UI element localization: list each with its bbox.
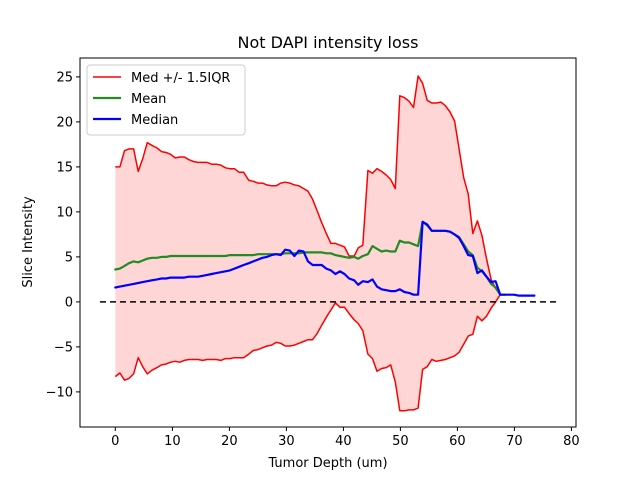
x-tick-label: 60 (449, 434, 466, 449)
band-upper-line (115, 75, 505, 296)
y-tick-label: 20 (56, 115, 73, 130)
y-axis-label: Slice Intensity (21, 196, 36, 288)
x-tick-label: 30 (278, 434, 295, 449)
y-tick-label: −5 (54, 340, 73, 355)
y-tick-label: 15 (56, 160, 73, 175)
x-tick-label: 10 (164, 434, 181, 449)
band-lower-line (114, 293, 505, 412)
plot-frame (79, 57, 577, 428)
y-tick-label: 10 (56, 205, 73, 220)
y-ticks: −10 −5 0 5 10 15 20 25 (46, 70, 80, 400)
x-tick-label: 0 (111, 434, 119, 449)
y-tick-label: −10 (46, 385, 73, 400)
y-tick-label: 0 (65, 295, 73, 310)
legend-box (86, 64, 246, 136)
y-tick-label: 5 (65, 250, 73, 265)
band-layer (114, 75, 505, 412)
legend-label-median: Median (131, 113, 178, 128)
x-tick-label: 70 (506, 434, 523, 449)
x-tick-label: 80 (563, 434, 580, 449)
chart-title: Not DAPI intensity loss (238, 33, 419, 52)
series-layer (114, 220, 536, 297)
band-fill (115, 76, 505, 411)
legend: Med +/- 1.5IQR Mean Median (86, 64, 246, 136)
x-tick-label: 20 (221, 434, 238, 449)
legend-label-band: Med +/- 1.5IQR (131, 71, 230, 86)
x-axis-label: Tumor Depth (um) (267, 456, 387, 471)
y-tick-label: 25 (56, 70, 73, 85)
x-tick-label: 50 (392, 434, 409, 449)
series-line-median (114, 220, 536, 297)
x-tick-label: 40 (335, 434, 352, 449)
legend-label-mean: Mean (131, 92, 166, 107)
x-ticks: 0 10 20 30 40 50 60 70 80 (111, 427, 580, 449)
